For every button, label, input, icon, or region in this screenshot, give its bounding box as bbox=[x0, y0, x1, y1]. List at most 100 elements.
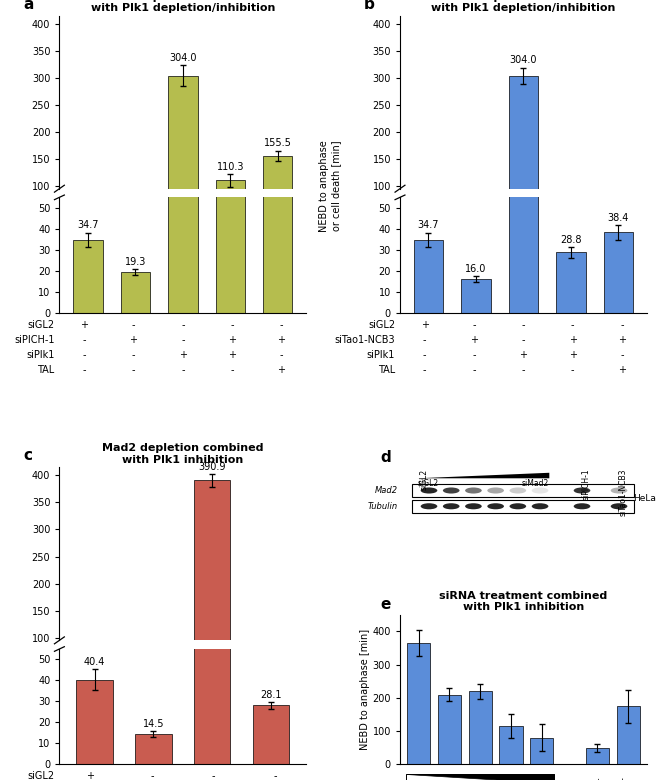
Text: 28.1: 28.1 bbox=[260, 690, 282, 700]
Text: +: + bbox=[569, 335, 577, 345]
Bar bbox=[414, 222, 443, 240]
Ellipse shape bbox=[420, 488, 438, 494]
Bar bbox=[509, 0, 538, 313]
Ellipse shape bbox=[420, 503, 438, 509]
Text: -: - bbox=[212, 771, 215, 780]
Text: siTao1-
NCB3: siTao1- NCB3 bbox=[618, 776, 638, 780]
Text: siGL2: siGL2 bbox=[27, 771, 55, 780]
Text: siTao1-NCB3: siTao1-NCB3 bbox=[335, 335, 395, 345]
Text: 304.0: 304.0 bbox=[510, 55, 537, 66]
Text: +: + bbox=[470, 335, 478, 345]
Text: -: - bbox=[423, 365, 426, 374]
Text: 110.3: 110.3 bbox=[216, 161, 244, 172]
Text: siPICH-1: siPICH-1 bbox=[582, 469, 591, 501]
Text: b: b bbox=[364, 0, 375, 12]
Text: TAL: TAL bbox=[378, 365, 395, 374]
Bar bbox=[121, 272, 150, 313]
Bar bbox=[216, 81, 245, 313]
Polygon shape bbox=[417, 473, 549, 478]
Text: -: - bbox=[230, 365, 234, 374]
Title: Tao1 depletion combined
with Plk1 depletion/inhibition: Tao1 depletion combined with Plk1 deplet… bbox=[431, 0, 616, 13]
Bar bbox=[168, 0, 197, 313]
Text: -: - bbox=[82, 349, 86, 360]
FancyBboxPatch shape bbox=[412, 500, 634, 512]
Text: d: d bbox=[380, 450, 391, 465]
Text: 304.0: 304.0 bbox=[169, 53, 197, 62]
Bar bbox=[194, 0, 230, 764]
Bar bbox=[263, 156, 292, 240]
Text: a: a bbox=[23, 0, 34, 12]
Text: 40.4: 40.4 bbox=[84, 657, 106, 667]
Bar bbox=[438, 694, 461, 764]
Bar bbox=[469, 691, 492, 764]
Bar bbox=[500, 726, 523, 764]
Title: siRNA treatment combined
with Plk1 inhibition: siRNA treatment combined with Plk1 inhib… bbox=[440, 591, 607, 612]
Ellipse shape bbox=[610, 488, 628, 494]
Bar bbox=[263, 0, 292, 313]
Text: -: - bbox=[82, 365, 86, 374]
Bar bbox=[121, 229, 150, 240]
Text: 14.5: 14.5 bbox=[143, 718, 164, 729]
Text: siTao1-NCB3: siTao1-NCB3 bbox=[619, 469, 628, 516]
Text: 16.0: 16.0 bbox=[465, 264, 486, 274]
Bar bbox=[414, 240, 443, 313]
Bar bbox=[73, 240, 102, 313]
Text: -: - bbox=[280, 320, 283, 330]
Text: siPICH-1: siPICH-1 bbox=[14, 335, 55, 345]
Text: -: - bbox=[132, 365, 135, 374]
Ellipse shape bbox=[574, 503, 590, 509]
Ellipse shape bbox=[532, 503, 548, 509]
Text: -: - bbox=[132, 320, 135, 330]
Bar bbox=[77, 670, 113, 692]
Text: -: - bbox=[521, 365, 525, 374]
Title: Mad2 depletion combined
with Plk1 inhibition: Mad2 depletion combined with Plk1 inhibi… bbox=[102, 444, 263, 465]
Text: -: - bbox=[181, 365, 185, 374]
Text: +: + bbox=[618, 335, 626, 345]
Text: -: - bbox=[181, 335, 185, 345]
Ellipse shape bbox=[610, 503, 628, 509]
Text: +: + bbox=[80, 320, 88, 330]
Bar bbox=[135, 734, 172, 764]
Text: -: - bbox=[274, 771, 277, 780]
Text: siPlk1: siPlk1 bbox=[367, 349, 395, 360]
Ellipse shape bbox=[510, 503, 526, 509]
Text: -: - bbox=[423, 335, 426, 345]
Text: siGL2: siGL2 bbox=[368, 320, 395, 330]
Ellipse shape bbox=[443, 488, 459, 494]
Text: +: + bbox=[228, 335, 236, 345]
Text: Tubulin: Tubulin bbox=[368, 502, 397, 511]
Text: -: - bbox=[473, 365, 476, 374]
Text: -: - bbox=[620, 349, 624, 360]
Text: -: - bbox=[473, 349, 476, 360]
Bar bbox=[406, 775, 554, 780]
Text: siGL2: siGL2 bbox=[27, 320, 55, 330]
Text: -: - bbox=[620, 320, 624, 330]
Bar bbox=[461, 279, 490, 313]
Text: -: - bbox=[132, 349, 135, 360]
Text: +: + bbox=[519, 349, 527, 360]
Title: PICH depletion combined
with Plk1 depletion/inhibition: PICH depletion combined with Plk1 deplet… bbox=[90, 0, 275, 13]
Ellipse shape bbox=[465, 503, 482, 509]
Bar bbox=[194, 480, 230, 692]
Text: -: - bbox=[571, 320, 574, 330]
Text: -: - bbox=[230, 320, 234, 330]
Bar bbox=[531, 738, 554, 764]
Text: TAL: TAL bbox=[37, 365, 55, 374]
Text: 28.8: 28.8 bbox=[560, 235, 581, 245]
Ellipse shape bbox=[574, 488, 590, 494]
Bar bbox=[253, 705, 289, 764]
Bar bbox=[509, 76, 538, 240]
Bar bbox=[253, 676, 289, 692]
Ellipse shape bbox=[487, 503, 504, 509]
Text: c: c bbox=[23, 448, 32, 463]
Text: 34.7: 34.7 bbox=[418, 221, 439, 231]
Bar bbox=[168, 76, 197, 240]
Text: +: + bbox=[129, 335, 137, 345]
Text: siGL2: siGL2 bbox=[420, 469, 429, 490]
Text: -: - bbox=[423, 349, 426, 360]
Text: 390.9: 390.9 bbox=[199, 462, 226, 472]
Bar bbox=[616, 706, 640, 764]
Text: +: + bbox=[179, 349, 187, 360]
Text: -: - bbox=[82, 335, 86, 345]
Ellipse shape bbox=[532, 488, 548, 494]
